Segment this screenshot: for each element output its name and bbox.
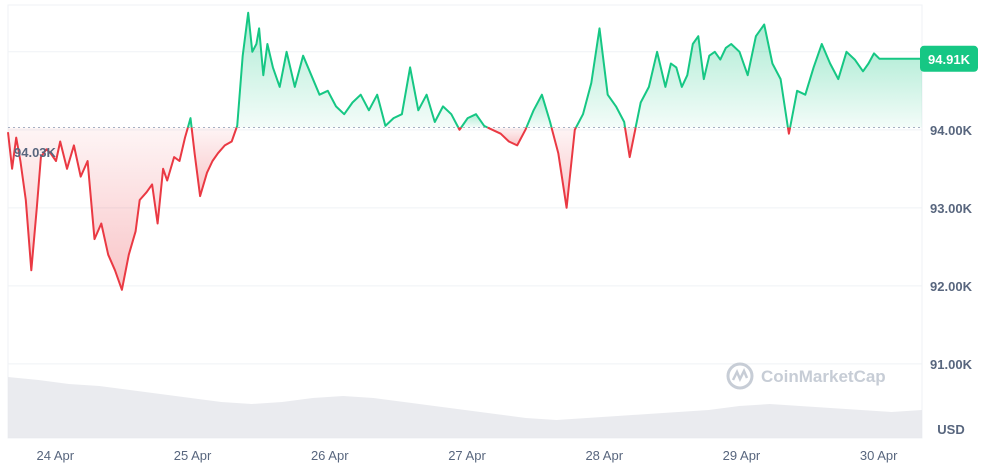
y-tick-label: 94.00K [930,123,973,138]
price-line-down-segment [550,127,577,209]
x-tick-label: 24 Apr [36,448,74,463]
baseline-label-group: 94.03K [14,145,57,160]
currency-label: USD [937,422,964,437]
y-axis-ticks: 94.00K 93.00K 92.00K 91.00K [930,123,973,372]
price-line-up-segment [235,11,460,128]
price-fills [8,12,922,290]
area-above-baseline [526,94,552,128]
price-line-up-segment [634,23,789,128]
area-below-baseline [625,127,636,158]
current-price-badge-bg [920,45,978,72]
price-line-up-segment [186,117,193,128]
y-tick-label: 91.00K [930,357,973,372]
area-above-baseline [461,114,488,128]
y-tick-label: 92.00K [930,279,973,294]
price-line-up-segment [789,43,922,128]
x-tick-label: 29 Apr [723,448,761,463]
volume-band [8,377,922,438]
current-price-label: 94.91K [928,52,971,67]
area-above-baseline [790,44,922,128]
price-line-up-segment [525,93,553,128]
price-line-down-segment [624,127,637,159]
price-line-up-segment [460,113,488,129]
area-above-baseline [236,12,459,128]
price-line-down-segment [7,127,189,291]
price-line-up-segment [575,27,626,128]
x-tick-label: 28 Apr [585,448,623,463]
current-price-badge: 94.91K [920,45,978,72]
price-line-down-segment [457,126,463,131]
price-line-down-segment [487,126,528,147]
x-axis-ticks: 24 Apr 25 Apr 26 Apr 27 Apr 28 Apr 29 Apr 30 A… [36,448,898,463]
coinmarketcap-logo-mark-icon [731,368,749,382]
x-tick-label: 25 Apr [174,448,212,463]
price-line-down-segment [786,127,792,135]
x-tick-label: 26 Apr [311,448,349,463]
price-lines [7,11,922,291]
watermark-text: CoinMarketCap [761,367,886,386]
area-above-baseline [635,24,788,128]
coinmarketcap-watermark: CoinMarketCap [726,362,886,390]
x-tick-label: 27 Apr [448,448,486,463]
area-below-baseline [8,127,188,290]
y-tick-label: 93.00K [930,201,973,216]
coinmarketcap-logo-icon [726,362,754,390]
price-line-down-segment [190,127,238,198]
x-tick-label: 30 Apr [860,448,898,463]
baseline-label: 94.03K [14,145,57,160]
volume-area [8,377,922,438]
